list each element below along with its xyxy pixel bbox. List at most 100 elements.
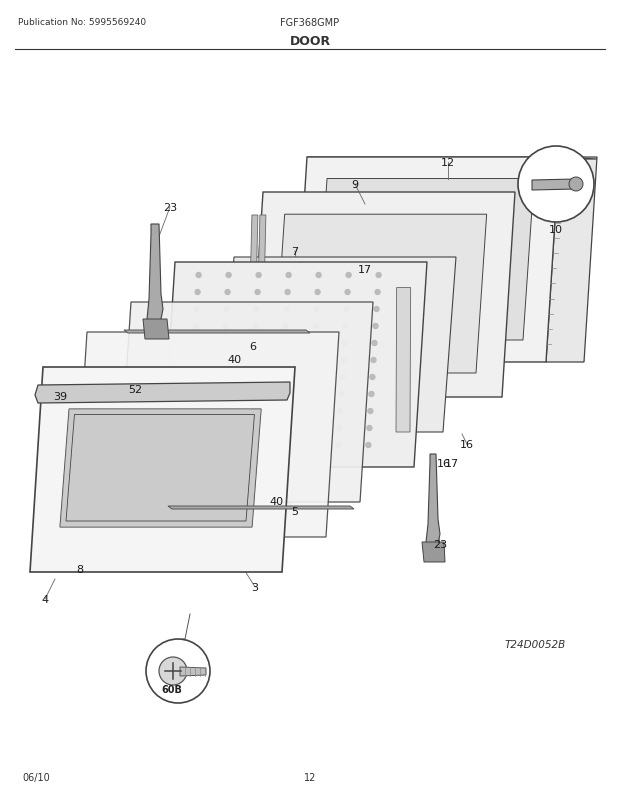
Circle shape bbox=[367, 426, 372, 431]
Circle shape bbox=[569, 178, 583, 192]
Circle shape bbox=[308, 409, 313, 414]
Circle shape bbox=[338, 409, 343, 414]
Circle shape bbox=[195, 290, 200, 295]
Text: T24D0052B: T24D0052B bbox=[505, 639, 565, 649]
Text: 17: 17 bbox=[445, 459, 459, 468]
Circle shape bbox=[339, 392, 344, 397]
Text: 06/10: 06/10 bbox=[22, 772, 50, 782]
Circle shape bbox=[253, 324, 258, 329]
Circle shape bbox=[224, 307, 229, 312]
Text: FGF368GMP: FGF368GMP bbox=[280, 18, 340, 28]
Circle shape bbox=[366, 443, 371, 448]
Circle shape bbox=[282, 341, 287, 346]
Circle shape bbox=[217, 426, 222, 431]
Polygon shape bbox=[74, 333, 339, 537]
Circle shape bbox=[311, 358, 316, 363]
Text: 39: 39 bbox=[53, 391, 67, 402]
Circle shape bbox=[276, 443, 281, 448]
Polygon shape bbox=[30, 367, 295, 573]
Text: 3: 3 bbox=[252, 582, 259, 592]
Circle shape bbox=[188, 409, 193, 414]
Text: DOOR: DOOR bbox=[290, 35, 330, 48]
Text: 40: 40 bbox=[270, 496, 284, 506]
Circle shape bbox=[277, 426, 282, 431]
Circle shape bbox=[283, 324, 288, 329]
Text: 12: 12 bbox=[304, 772, 316, 782]
Text: 9: 9 bbox=[352, 180, 358, 190]
Circle shape bbox=[346, 273, 351, 278]
Text: 10: 10 bbox=[549, 225, 563, 235]
Text: 6: 6 bbox=[249, 342, 257, 351]
Circle shape bbox=[194, 307, 199, 312]
Polygon shape bbox=[60, 410, 261, 528]
Circle shape bbox=[368, 409, 373, 414]
Polygon shape bbox=[422, 542, 445, 562]
Circle shape bbox=[313, 324, 318, 329]
Polygon shape bbox=[147, 225, 163, 330]
Text: 52: 52 bbox=[128, 384, 142, 395]
Text: 40: 40 bbox=[227, 354, 241, 365]
Circle shape bbox=[340, 375, 345, 380]
Text: 5: 5 bbox=[291, 506, 298, 516]
Polygon shape bbox=[35, 383, 290, 403]
Text: 16: 16 bbox=[437, 459, 451, 468]
Circle shape bbox=[159, 657, 187, 685]
Circle shape bbox=[256, 273, 261, 278]
Circle shape bbox=[370, 375, 375, 380]
Polygon shape bbox=[143, 320, 169, 339]
Circle shape bbox=[186, 443, 191, 448]
Circle shape bbox=[372, 341, 377, 346]
Circle shape bbox=[219, 392, 224, 397]
Circle shape bbox=[371, 358, 376, 363]
Polygon shape bbox=[316, 180, 534, 341]
Circle shape bbox=[187, 426, 192, 431]
Polygon shape bbox=[426, 455, 440, 553]
Circle shape bbox=[250, 375, 255, 380]
Circle shape bbox=[221, 358, 226, 363]
Text: 60B: 60B bbox=[162, 684, 182, 695]
Polygon shape bbox=[180, 667, 206, 676]
Circle shape bbox=[344, 307, 349, 312]
Circle shape bbox=[247, 426, 252, 431]
Polygon shape bbox=[546, 158, 597, 363]
Circle shape bbox=[222, 341, 227, 346]
Polygon shape bbox=[168, 506, 354, 509]
Circle shape bbox=[218, 409, 223, 414]
Circle shape bbox=[342, 341, 347, 346]
Circle shape bbox=[312, 341, 317, 346]
Polygon shape bbox=[256, 216, 266, 378]
Circle shape bbox=[279, 392, 284, 397]
Polygon shape bbox=[124, 330, 310, 334]
Polygon shape bbox=[307, 158, 597, 160]
Circle shape bbox=[284, 307, 289, 312]
Circle shape bbox=[225, 290, 230, 295]
Circle shape bbox=[374, 307, 379, 312]
Circle shape bbox=[307, 426, 312, 431]
Circle shape bbox=[255, 290, 260, 295]
Polygon shape bbox=[60, 410, 261, 528]
Circle shape bbox=[373, 324, 378, 329]
Circle shape bbox=[369, 392, 374, 397]
Text: 7: 7 bbox=[291, 247, 299, 257]
Polygon shape bbox=[162, 263, 427, 468]
Circle shape bbox=[251, 358, 256, 363]
Circle shape bbox=[375, 290, 380, 295]
Polygon shape bbox=[274, 215, 487, 374]
Circle shape bbox=[286, 273, 291, 278]
Circle shape bbox=[216, 443, 221, 448]
Circle shape bbox=[189, 392, 194, 397]
Circle shape bbox=[345, 290, 350, 295]
Circle shape bbox=[254, 307, 259, 312]
Text: 16: 16 bbox=[460, 439, 474, 449]
Circle shape bbox=[376, 273, 381, 278]
Polygon shape bbox=[396, 288, 410, 432]
Text: 4: 4 bbox=[42, 594, 48, 604]
Text: 8: 8 bbox=[76, 565, 84, 574]
Circle shape bbox=[336, 443, 341, 448]
Circle shape bbox=[226, 273, 231, 278]
Circle shape bbox=[337, 426, 342, 431]
Circle shape bbox=[518, 147, 594, 223]
Circle shape bbox=[248, 409, 253, 414]
Circle shape bbox=[278, 409, 283, 414]
Circle shape bbox=[306, 443, 311, 448]
